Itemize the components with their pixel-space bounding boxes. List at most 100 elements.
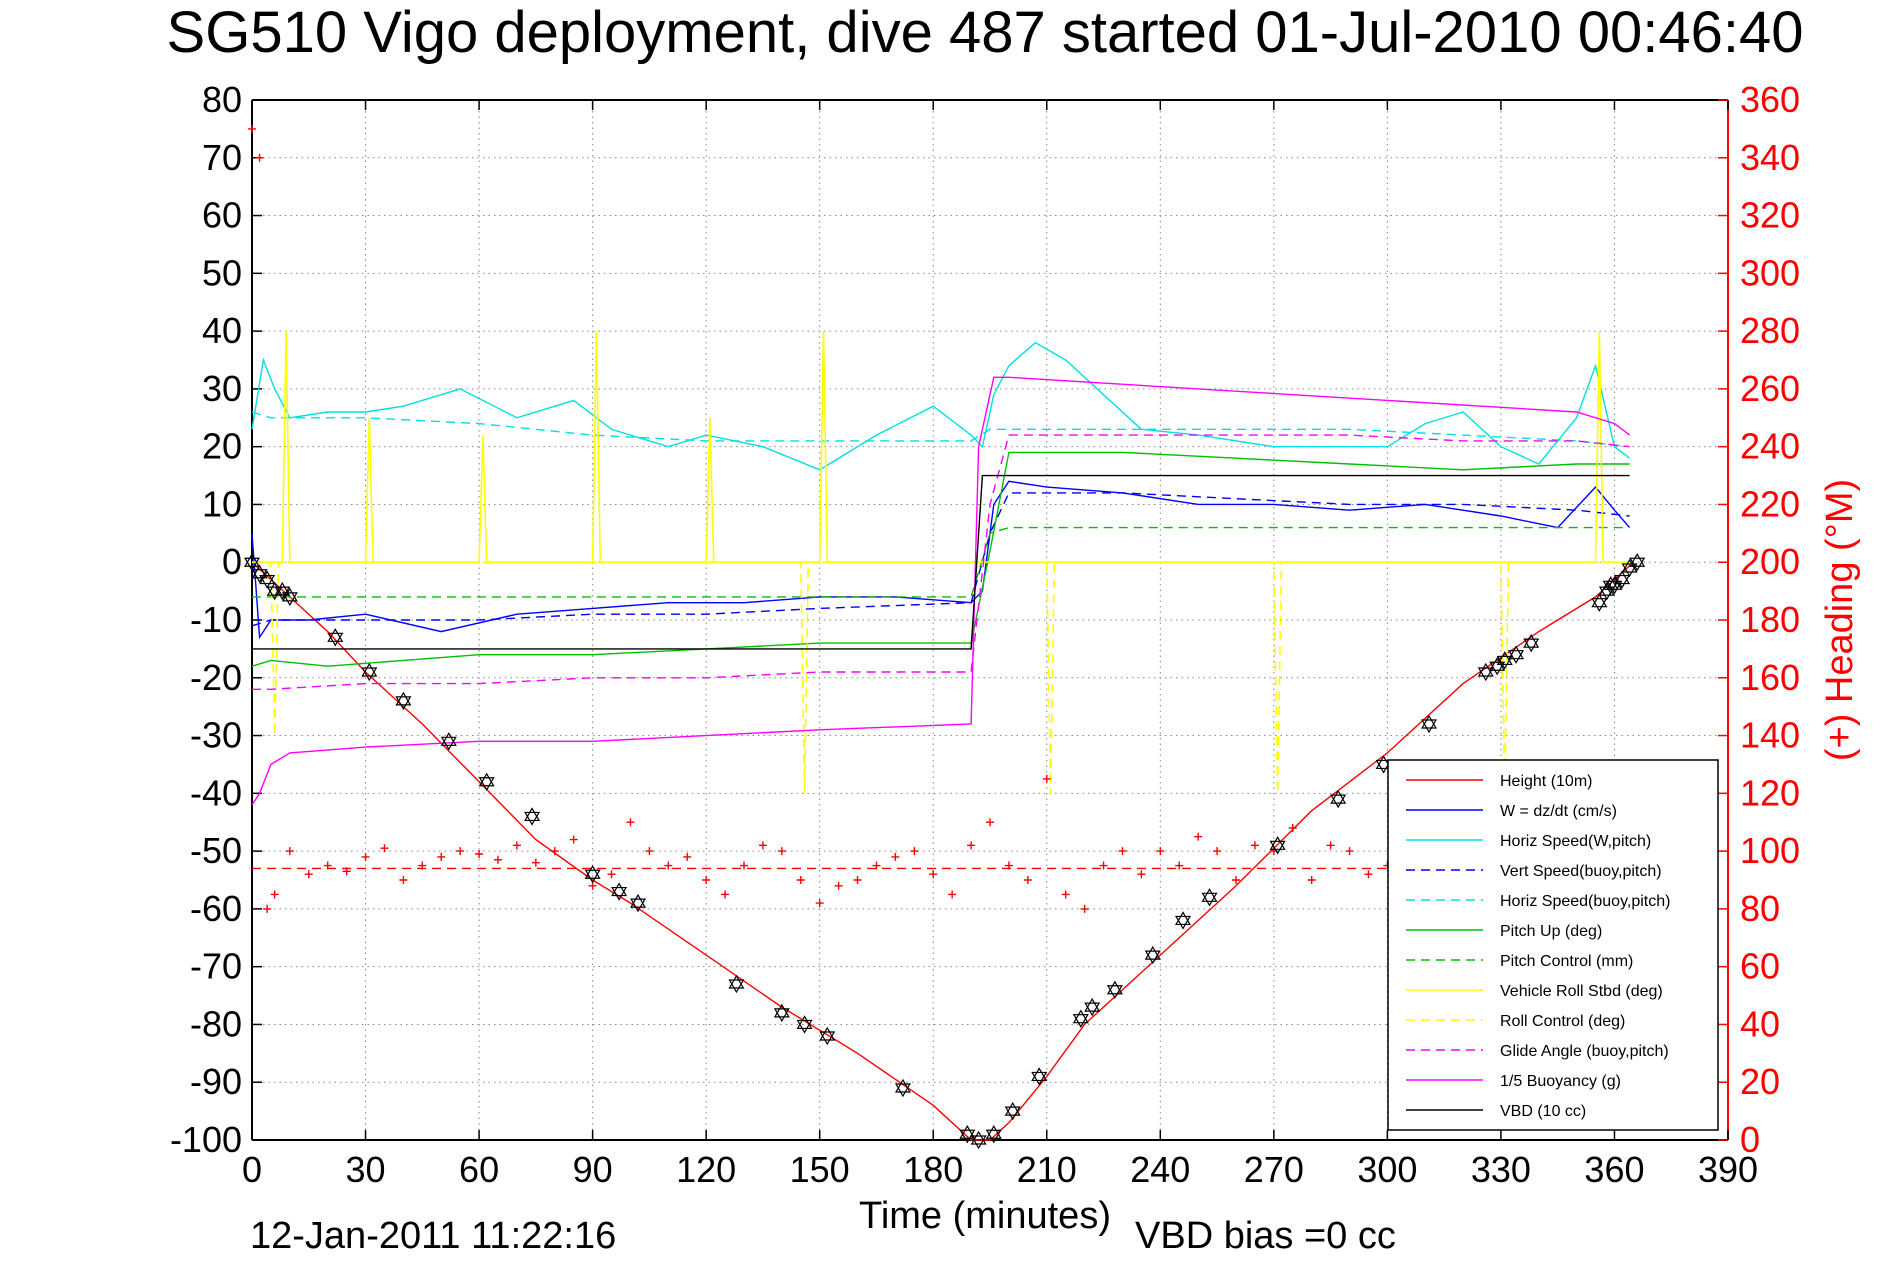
heading-point: [777, 847, 786, 856]
legend: Height (10m) W = dz/dt (cm/s) Horiz Speed(…: [1387, 759, 1719, 1131]
y-tick-label: 0: [222, 541, 242, 582]
right-tick-label: 80: [1740, 888, 1780, 929]
marker-triangle-up: [478, 772, 495, 787]
heading-point: [1118, 847, 1127, 856]
heading-point: [1042, 774, 1051, 783]
right-tick-label: 240: [1740, 426, 1800, 467]
height-marker: [478, 772, 495, 791]
right-tick-label: 340: [1740, 137, 1800, 178]
heading-point: [1194, 832, 1203, 841]
height-marker: [327, 628, 344, 647]
marker-triangle-down: [1606, 580, 1623, 595]
right-tick-label: 220: [1740, 483, 1800, 524]
height-marker: [970, 1130, 987, 1150]
marker-triangle-up: [630, 893, 647, 908]
marker-triangle-down: [1375, 759, 1392, 774]
marker-triangle-down: [584, 869, 601, 884]
marker-triangle-up: [1508, 645, 1525, 660]
marker-triangle-down: [1004, 1106, 1021, 1121]
marker-triangle-down: [243, 557, 261, 572]
heading-point: [437, 852, 446, 861]
marker-triangle-up: [1591, 593, 1608, 608]
height-marker: [611, 882, 628, 901]
height-marker: [1330, 789, 1347, 809]
legend-label: W = dz/dt (cm/s): [1500, 803, 1617, 820]
marker-triangle-down: [1072, 1014, 1089, 1028]
series-roll-control-deg: [252, 561, 1630, 794]
marker-triangle-up: [1175, 911, 1192, 926]
heading-point: [1345, 847, 1354, 856]
legend-label: VBD (10 cc): [1500, 1103, 1586, 1120]
x-tick-label: 120: [676, 1149, 736, 1190]
marker-triangle-down: [1496, 655, 1513, 670]
y-tick-label: -30: [190, 715, 242, 756]
right-tick-label: 60: [1740, 946, 1780, 987]
heading-point: [740, 861, 748, 870]
marker-triangle-up: [1496, 651, 1513, 666]
marker-triangle-up: [796, 1015, 813, 1030]
height-marker: [440, 732, 457, 751]
y-tick-label: -50: [190, 830, 242, 871]
heading-point: [758, 841, 767, 850]
marker-triangle-up: [243, 553, 261, 567]
right-tick-label: 140: [1740, 715, 1800, 756]
height-marker: [1004, 1101, 1021, 1121]
height-marker: [243, 553, 261, 572]
marker-triangle-down: [259, 574, 276, 589]
marker-triangle-down: [959, 1129, 976, 1144]
marker-triangle-down: [478, 777, 495, 791]
marker-triangle-down: [1330, 794, 1347, 809]
heading-point: [645, 847, 654, 856]
heading-point: [834, 881, 843, 890]
heading-point: [664, 861, 673, 870]
heading-point: [891, 852, 900, 861]
heading-point: [702, 876, 711, 884]
marker-triangle-up: [611, 882, 628, 897]
marker-triangle-down: [1621, 563, 1638, 578]
heading-point: [948, 890, 957, 899]
y-tick-label: -70: [190, 946, 242, 987]
right-tick-label: 0: [1740, 1119, 1760, 1160]
marker-triangle-down: [819, 1031, 836, 1046]
heading-point: [910, 847, 919, 856]
marker-triangle-up: [970, 1130, 987, 1145]
height-marker: [796, 1015, 813, 1034]
series-1-5-buoyancy-g: [251, 376, 1631, 806]
heading-point: [494, 855, 502, 864]
marker-triangle-down: [1106, 985, 1123, 999]
marker-triangle-up: [985, 1125, 1002, 1139]
height-marker: [1084, 997, 1101, 1017]
heading-point: [456, 847, 465, 856]
x-tick-label: 90: [573, 1149, 613, 1190]
y-tick-label: 70: [202, 137, 242, 178]
heading-point: [626, 818, 635, 827]
marker-triangle-up: [819, 1026, 836, 1041]
series-horiz-speed-buoy-pitch: [251, 411, 1630, 448]
heading-point: [1250, 841, 1259, 850]
height-marker: [1421, 714, 1438, 734]
footer-date: 12-Jan-2011 11:22:16: [250, 1215, 616, 1257]
right-tick-label: 280: [1740, 310, 1800, 351]
y-tick-label: -60: [190, 888, 242, 929]
heading-point: [550, 847, 559, 856]
height-marker: [1375, 755, 1392, 774]
height-marker: [1144, 945, 1161, 965]
heading-point: [986, 818, 994, 827]
height-marker: [959, 1125, 976, 1144]
height-marker: [1508, 645, 1525, 664]
heading-point: [512, 841, 521, 850]
height-marker: [259, 570, 276, 589]
marker-triangle-up: [1084, 997, 1101, 1012]
height-marker: [1523, 633, 1540, 653]
marker-triangle-up: [1614, 570, 1631, 585]
heading-point: [967, 841, 976, 850]
series-vert-speed-buoy-pitch: [251, 492, 1630, 627]
y-tick-label: -90: [190, 1061, 242, 1102]
y-tick-label: 60: [202, 195, 242, 236]
marker-triangle-down: [773, 1008, 790, 1023]
marker-triangle-up: [894, 1078, 911, 1093]
marker-triangle-up: [1072, 1009, 1089, 1024]
marker-triangle-down: [327, 632, 344, 647]
y-tick-label: -80: [190, 1003, 242, 1044]
